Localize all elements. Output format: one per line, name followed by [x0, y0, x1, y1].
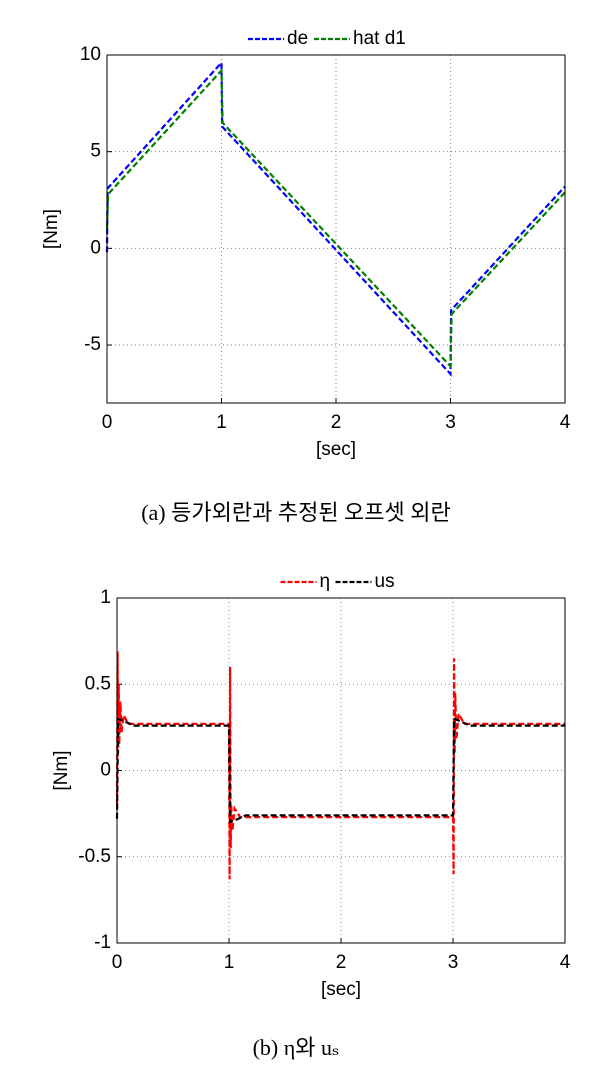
y-tick-label: 0: [100, 760, 111, 781]
x-tick-label: 3: [445, 412, 456, 433]
y-tick-label: -0.5: [78, 846, 111, 867]
y-tick-label: 0.5: [85, 673, 111, 694]
x-tick-label: 1: [224, 952, 235, 973]
x-tick-label: 2: [336, 952, 347, 973]
x-tick-label: 4: [560, 952, 571, 973]
y-axis-label: [Nm]: [51, 750, 72, 790]
caption: (a) 등가외란과 추정된 오프셋 외란: [141, 500, 451, 525]
series-line: [105, 67, 566, 370]
x-tick-label: 0: [102, 412, 113, 433]
x-axis-label: [sec]: [321, 979, 361, 1000]
y-tick-label: -1: [94, 932, 111, 953]
x-tick-label: 0: [112, 952, 123, 973]
y-tick-label: 10: [80, 44, 101, 65]
series-line: [115, 717, 565, 824]
legend-label: η: [320, 571, 331, 592]
x-tick-label: 3: [448, 952, 459, 973]
y-axis-label: [Nm]: [41, 209, 62, 249]
legend-label: hat d1: [353, 28, 406, 49]
x-tick-label: 4: [560, 412, 571, 433]
y-tick-label: 1: [100, 587, 111, 608]
plot-frame: [116, 597, 566, 944]
series-line: [115, 651, 565, 880]
y-tick-label: 0: [90, 237, 101, 258]
y-tick-label: 5: [90, 141, 101, 162]
x-tick-label: 2: [331, 412, 342, 433]
series-line: [105, 59, 566, 377]
caption: (b) η와 uₛ: [253, 1035, 340, 1060]
y-tick-label: -5: [84, 334, 101, 355]
legend-label: us: [375, 571, 395, 592]
x-axis-label: [sec]: [316, 439, 356, 460]
plot-frame: [106, 54, 566, 404]
x-tick-label: 1: [216, 412, 227, 433]
legend-label: de: [287, 28, 308, 49]
